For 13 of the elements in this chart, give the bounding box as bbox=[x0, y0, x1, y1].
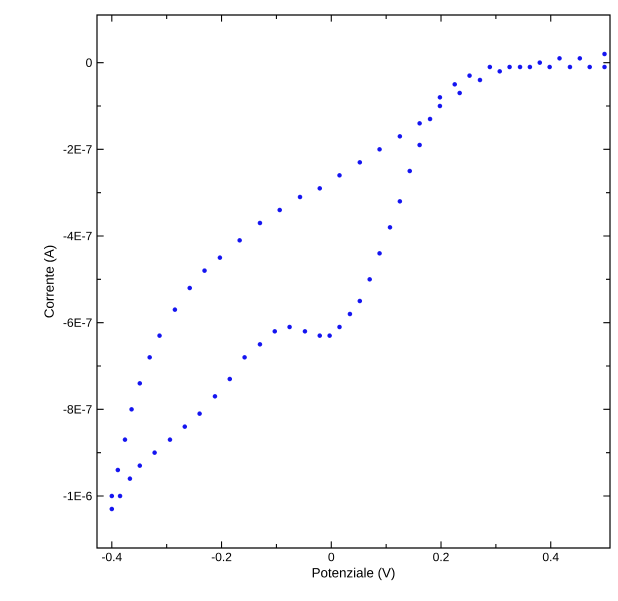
y-axis-title: Corrente (A) bbox=[44, 246, 56, 318]
y-tick-label: -8E-7 bbox=[63, 405, 92, 414]
y-tick-label: -6E-7 bbox=[63, 318, 92, 327]
x-tick-label: -0.2 bbox=[212, 552, 232, 562]
x-tick-label: 0.4 bbox=[542, 552, 559, 562]
y-tick-label: -4E-7 bbox=[63, 232, 92, 240]
x-axis-title: Potenziale (V) bbox=[312, 568, 395, 580]
y-tick-label: 0 bbox=[86, 58, 92, 67]
x-tick-label: 0 bbox=[328, 552, 334, 562]
y-tick-label: -2E-7 bbox=[63, 145, 92, 154]
x-tick-label: 0.2 bbox=[433, 552, 449, 562]
x-tick-label: -0.4 bbox=[102, 552, 122, 562]
y-tick-label: -1E-6 bbox=[63, 492, 92, 500]
